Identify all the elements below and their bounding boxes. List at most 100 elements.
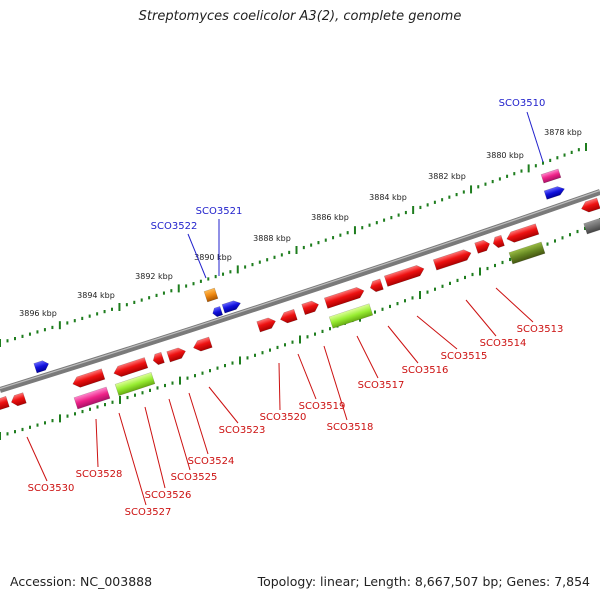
gene-blue-shape xyxy=(212,306,223,317)
gene-olive-shape xyxy=(508,241,546,265)
gene-red-shape xyxy=(432,249,472,271)
leader-line xyxy=(526,111,544,163)
leader-line xyxy=(188,392,209,455)
scale-tick-label: 3884 kbp xyxy=(369,193,407,202)
gene-blue xyxy=(212,306,223,317)
leader-line xyxy=(187,233,207,279)
gene-red-shape xyxy=(492,234,505,248)
leader-line xyxy=(356,335,379,379)
gene-red xyxy=(72,368,106,388)
gene-label: SCO3518 xyxy=(327,422,374,433)
gene-red-shape xyxy=(506,223,540,243)
leader-line xyxy=(323,345,348,421)
gene-label: SCO3526 xyxy=(145,490,192,501)
gene-label: SCO3530 xyxy=(28,483,75,494)
gene-red-shape xyxy=(11,392,27,407)
gene-red xyxy=(280,308,298,324)
scale-tick-label: 3888 kbp xyxy=(253,234,291,243)
gene-features xyxy=(0,168,600,411)
gene-label: SCO3523 xyxy=(219,425,266,436)
gene-red xyxy=(506,223,540,243)
gene-label: SCO3521 xyxy=(196,206,243,217)
gene-label: SCO3524 xyxy=(188,456,235,467)
scale-tick-label: 3892 kbp xyxy=(135,272,173,281)
gene-red-shape xyxy=(166,347,186,363)
gene-red-shape xyxy=(280,308,298,324)
gene-pink-shape xyxy=(73,386,111,410)
gene-olive xyxy=(508,241,546,265)
gene-lime xyxy=(328,303,374,329)
gene-orange xyxy=(203,287,219,303)
gene-gray xyxy=(583,217,600,235)
gene-blue xyxy=(33,360,49,374)
gene-red-shape xyxy=(370,278,384,293)
scale-tick-label: 3882 kbp xyxy=(428,172,466,181)
scale-tick-label: 3886 kbp xyxy=(311,213,349,222)
gene-labels: 3878 kbp 3880 kbp 3882 kbp 3884 kbp 3886 kbp… xyxy=(19,98,582,518)
gene-label: SCO3513 xyxy=(517,324,564,335)
gene-pink xyxy=(540,168,562,184)
gene-red-shape xyxy=(152,351,165,365)
scale-tick-label: 3880 kbp xyxy=(486,151,524,160)
gene-blue-shape xyxy=(543,186,565,200)
gene-red-shape xyxy=(72,368,106,388)
gene-label: SCO3527 xyxy=(125,507,172,518)
gene-red xyxy=(193,336,213,352)
backbone-layer xyxy=(0,189,600,393)
gene-red-shape xyxy=(301,300,319,316)
gene-red-shape xyxy=(474,239,490,254)
gene-label: SCO3519 xyxy=(299,401,346,412)
gene-red xyxy=(0,395,10,411)
gene-red xyxy=(474,239,490,254)
gene-red xyxy=(492,234,505,248)
gene-label: SCO3525 xyxy=(171,472,218,483)
gene-red xyxy=(11,392,27,407)
gene-red xyxy=(323,287,365,309)
gene-blue-shape xyxy=(33,360,49,374)
gene-red xyxy=(152,351,165,365)
leader-line xyxy=(118,412,147,506)
leader-line xyxy=(297,353,317,400)
backbone-line xyxy=(0,189,600,393)
gene-label: SCO3528 xyxy=(76,469,123,480)
gene-label: SCO3510 xyxy=(499,98,546,109)
gene-red xyxy=(301,300,319,316)
gene-red xyxy=(383,265,425,287)
gene-label: SCO3517 xyxy=(358,380,405,391)
gene-red-shape xyxy=(256,317,276,333)
gene-lime xyxy=(114,372,156,396)
gene-label: SCO3516 xyxy=(402,365,449,376)
leader-line xyxy=(144,406,166,489)
leader-line xyxy=(95,418,99,468)
scale-ticks xyxy=(0,143,600,440)
leader-line xyxy=(387,325,419,364)
gene-red xyxy=(370,278,384,293)
gene-red xyxy=(256,317,276,333)
leader-line xyxy=(26,436,48,482)
gene-lime-shape xyxy=(328,303,374,329)
gene-label: SCO3520 xyxy=(260,412,307,423)
gene-label: SCO3515 xyxy=(441,351,488,362)
gene-red-shape xyxy=(0,395,10,411)
scale-tick-label: 3896 kbp xyxy=(19,309,57,318)
genome-title: Streptomyces coelicolor A3(2), complete … xyxy=(138,9,462,24)
leader-line xyxy=(465,299,497,337)
gene-blue-shape xyxy=(221,300,241,314)
gene-pink xyxy=(73,386,111,410)
scale-tick-label: 3894 kbp xyxy=(77,291,115,300)
gene-orange-shape xyxy=(203,287,219,303)
leader-line xyxy=(208,386,239,424)
leader-line xyxy=(416,315,458,350)
gene-blue xyxy=(221,300,241,314)
gene-red xyxy=(432,249,472,271)
gene-blue xyxy=(543,186,565,200)
accession-text: Accession: NC_003888 xyxy=(10,574,153,589)
gene-red-shape xyxy=(113,357,149,377)
scale-tick-label: 3890 kbp xyxy=(194,253,232,262)
gene-label: SCO3522 xyxy=(151,221,198,232)
gene-red-shape xyxy=(323,287,365,309)
leader-line xyxy=(168,398,191,471)
backbone-highlight xyxy=(0,189,600,390)
genome-stats-text: Topology: linear; Length: 8,667,507 bp; … xyxy=(257,574,590,589)
